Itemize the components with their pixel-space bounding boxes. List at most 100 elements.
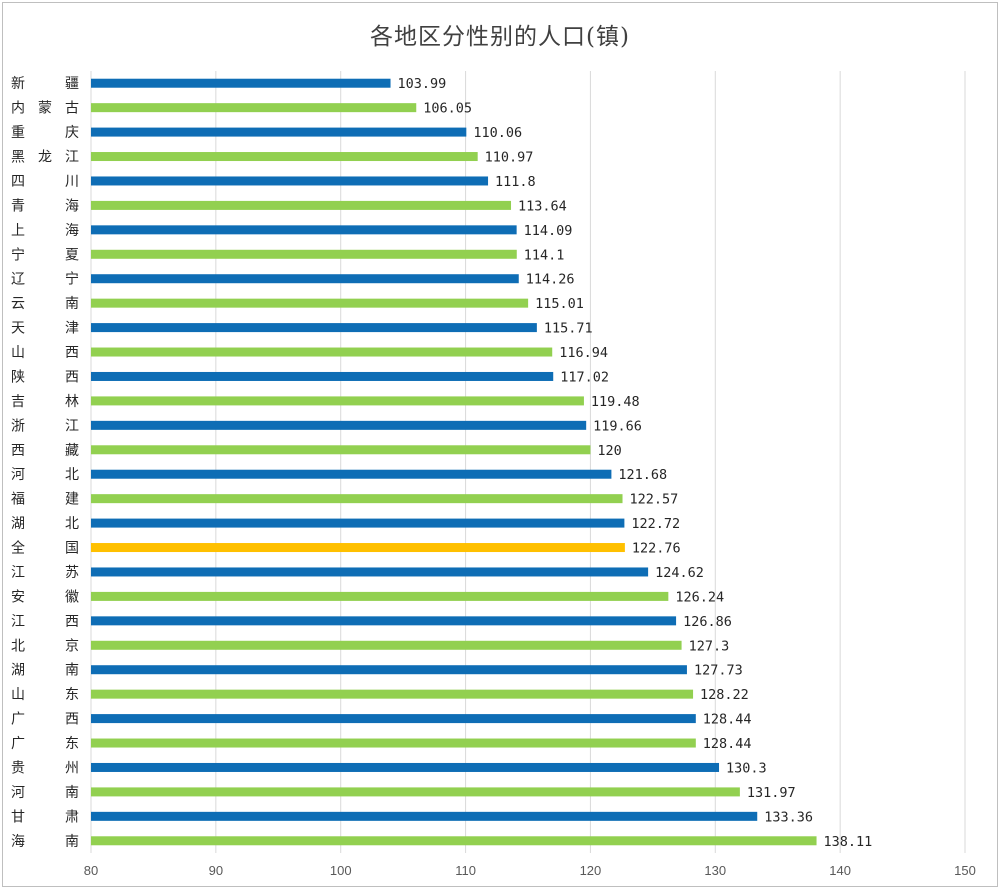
x-tick-label: 110 — [455, 863, 476, 878]
bar — [91, 714, 696, 724]
value-label: 111.8 — [495, 174, 536, 190]
bar — [91, 225, 517, 235]
bar — [91, 371, 554, 381]
category-label: 全 国 — [11, 540, 79, 557]
bar — [91, 640, 682, 650]
bar — [91, 738, 696, 748]
value-label: 103.99 — [398, 76, 447, 92]
x-tick-label: 100 — [330, 863, 352, 878]
value-label: 119.48 — [591, 394, 640, 410]
bar — [91, 689, 694, 699]
x-tick-label: 90 — [209, 863, 223, 878]
value-label: 127.73 — [694, 663, 743, 679]
category-label: 辽 宁 — [11, 271, 79, 288]
bar — [91, 787, 740, 797]
bar — [91, 762, 720, 772]
value-label: 131.97 — [747, 785, 796, 801]
category-label: 上 海 — [11, 223, 79, 239]
bar — [91, 567, 649, 577]
category-label: 湖 北 — [11, 516, 79, 532]
value-label: 114.26 — [526, 272, 575, 288]
category-label: 河 南 — [11, 785, 79, 801]
category-label: 重 庆 — [11, 125, 79, 141]
bar — [91, 445, 591, 455]
category-label: 天 津 — [11, 321, 79, 337]
category-label: 四 川 — [11, 174, 79, 190]
value-label: 121.68 — [618, 467, 667, 483]
value-label: 113.64 — [518, 198, 567, 214]
bar — [91, 347, 553, 357]
category-label: 云 南 — [11, 296, 79, 312]
value-label: 128.44 — [703, 712, 752, 728]
x-tick-label: 130 — [704, 863, 726, 878]
bar — [91, 836, 817, 846]
value-label: 124.62 — [655, 565, 704, 581]
x-tick-label: 80 — [84, 863, 98, 878]
value-label: 115.01 — [535, 296, 584, 312]
value-label: 122.57 — [630, 492, 679, 508]
value-label: 114.09 — [524, 223, 573, 239]
value-label: 122.72 — [631, 516, 680, 532]
category-label: 西 藏 — [11, 443, 79, 459]
value-label: 120 — [597, 443, 621, 459]
bar — [91, 494, 623, 504]
bar — [91, 176, 489, 186]
category-label: 黑龙江 — [11, 150, 79, 166]
category-label: 江 苏 — [11, 565, 79, 581]
category-label: 海 南 — [11, 834, 79, 850]
value-label: 110.06 — [473, 125, 522, 141]
bar — [91, 249, 517, 259]
bar — [91, 616, 677, 626]
category-label: 广 西 — [11, 712, 79, 728]
category-label: 山 东 — [11, 687, 79, 703]
category-label: 浙 江 — [11, 418, 79, 434]
bar — [91, 78, 391, 88]
value-label: 128.22 — [700, 687, 749, 703]
value-label: 130.3 — [726, 760, 767, 776]
value-label: 115.71 — [544, 321, 593, 337]
bar — [91, 152, 478, 162]
category-label: 贵 州 — [11, 760, 79, 776]
category-label: 广 东 — [11, 736, 79, 752]
value-label: 106.05 — [423, 101, 472, 117]
category-label: 内蒙古 — [11, 101, 79, 117]
category-label: 青 海 — [11, 198, 79, 214]
value-label: 127.3 — [689, 638, 730, 654]
bar — [91, 591, 669, 601]
bar — [91, 323, 537, 333]
bar — [91, 811, 758, 821]
chart-title: 各地区分性别的人口(镇) — [370, 24, 630, 50]
value-label: 133.36 — [764, 809, 813, 825]
category-label: 北 京 — [11, 638, 79, 654]
category-label: 安 徽 — [11, 589, 79, 605]
bar — [91, 200, 512, 210]
x-tick-label: 150 — [954, 863, 976, 878]
value-label: 114.1 — [524, 247, 565, 263]
value-label: 110.97 — [485, 150, 534, 166]
value-label: 116.94 — [559, 345, 608, 361]
bar-chart: 80 90 100 110 120 130 140 150 新 疆 103.99 内蒙古 106.05… — [11, 71, 976, 878]
category-label: 福 建 — [11, 492, 79, 508]
category-label: 宁 夏 — [11, 246, 79, 263]
category-label: 甘 肃 — [11, 809, 79, 825]
bar — [91, 298, 529, 308]
value-label: 126.86 — [683, 614, 732, 630]
value-label: 126.24 — [675, 589, 724, 605]
value-label: 119.66 — [593, 418, 642, 434]
value-label: 122.76 — [632, 541, 681, 557]
bar — [91, 103, 417, 113]
value-label: 128.44 — [703, 736, 752, 752]
bar — [91, 665, 687, 675]
bar — [91, 396, 584, 406]
category-label: 吉 林 — [11, 394, 79, 410]
x-tick-label: 120 — [580, 863, 602, 878]
bar — [91, 543, 625, 553]
bar — [91, 420, 587, 430]
category-label: 湖 南 — [11, 663, 79, 679]
category-label: 新 疆 — [11, 76, 79, 92]
category-label: 陕 西 — [11, 369, 79, 385]
bar — [91, 127, 467, 137]
bar — [91, 518, 625, 528]
category-label: 江 西 — [11, 614, 79, 630]
bar — [91, 274, 519, 284]
